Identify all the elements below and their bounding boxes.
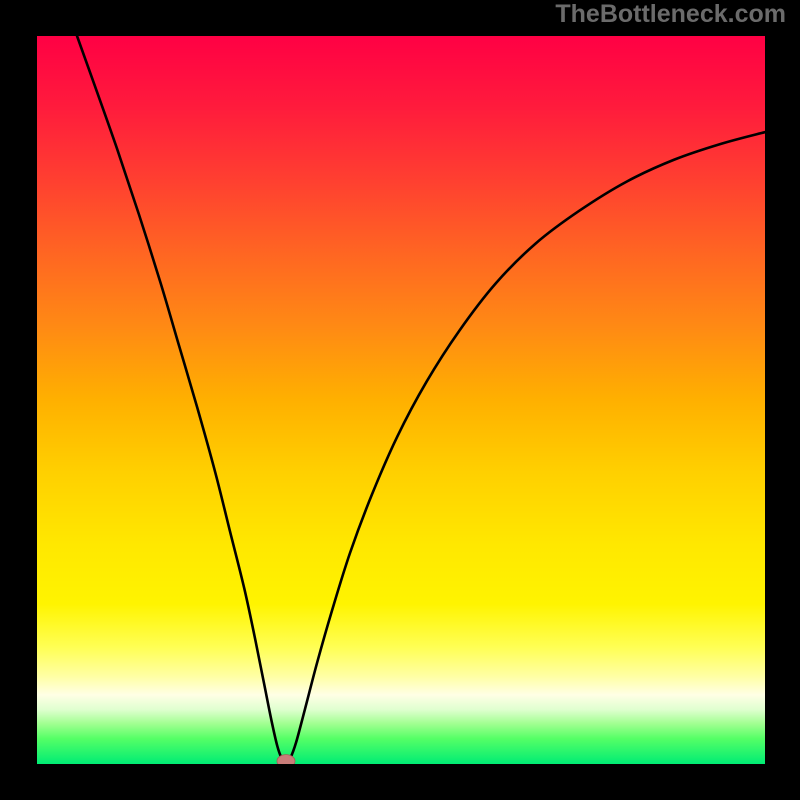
bottleneck-chart bbox=[37, 36, 765, 764]
gradient-background bbox=[37, 36, 765, 764]
chart-plot-area bbox=[37, 36, 765, 764]
watermark-text: TheBottleneck.com bbox=[555, 0, 786, 29]
minimum-marker bbox=[277, 755, 295, 764]
